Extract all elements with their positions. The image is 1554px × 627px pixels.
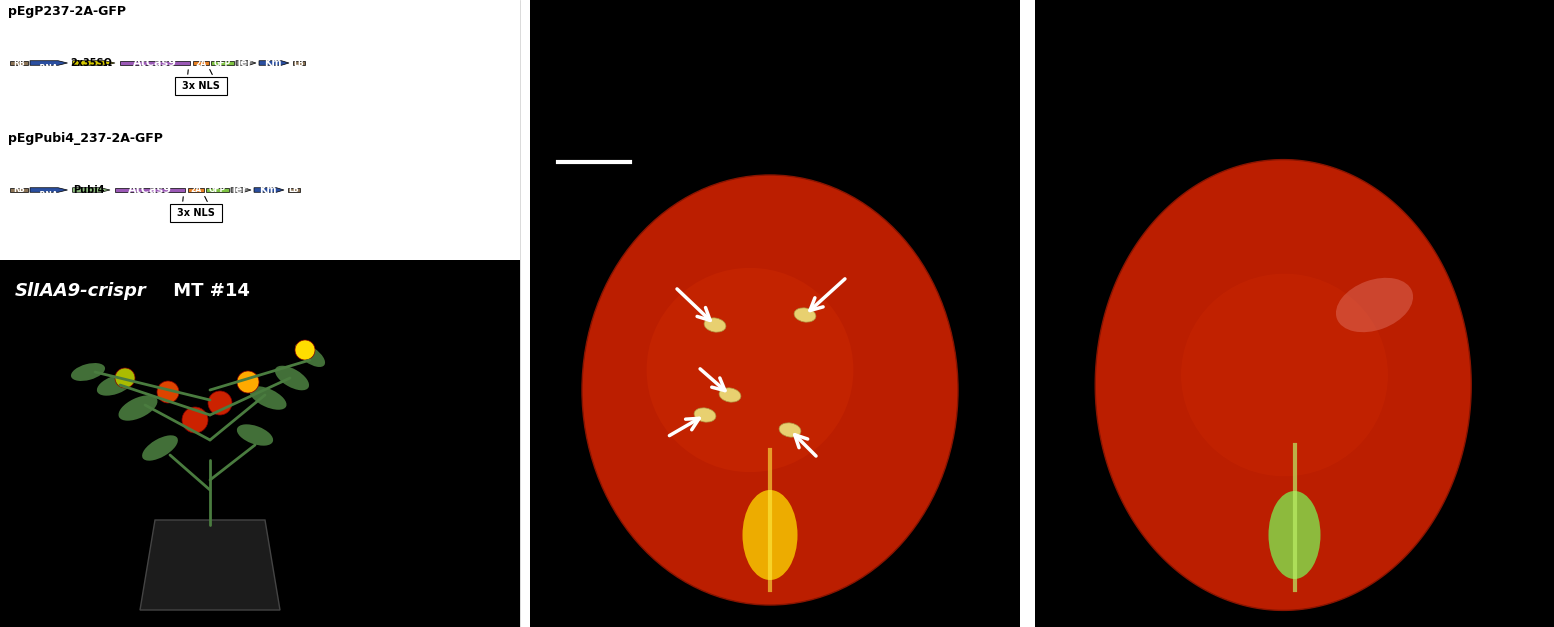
Circle shape bbox=[157, 381, 179, 403]
Text: WT (VC) MT: WT (VC) MT bbox=[684, 38, 866, 66]
Bar bbox=[174, 77, 227, 95]
Text: RB: RB bbox=[12, 58, 25, 68]
Bar bbox=[292, 61, 305, 65]
Ellipse shape bbox=[1336, 278, 1413, 332]
Text: MT: MT bbox=[1312, 58, 1374, 88]
Polygon shape bbox=[236, 61, 256, 65]
Text: LB: LB bbox=[289, 186, 298, 194]
Text: 2x35SΩ: 2x35SΩ bbox=[70, 58, 112, 68]
Bar bbox=[169, 204, 222, 222]
Circle shape bbox=[182, 407, 208, 433]
Ellipse shape bbox=[118, 395, 157, 421]
Polygon shape bbox=[1096, 160, 1472, 611]
Text: AtCas9: AtCas9 bbox=[134, 58, 177, 68]
Ellipse shape bbox=[583, 175, 957, 605]
Text: MT #14: MT #14 bbox=[166, 282, 250, 300]
Bar bbox=[120, 61, 190, 65]
Text: RB: RB bbox=[12, 186, 25, 194]
Ellipse shape bbox=[141, 435, 177, 461]
Bar bbox=[115, 187, 185, 192]
Ellipse shape bbox=[1181, 274, 1388, 477]
Text: Km: Km bbox=[260, 185, 277, 195]
Bar bbox=[9, 188, 28, 192]
Ellipse shape bbox=[779, 423, 800, 437]
Bar bbox=[0, 260, 521, 627]
Text: U6-26
gRNA: U6-26 gRNA bbox=[34, 53, 59, 73]
Text: GFP: GFP bbox=[213, 58, 232, 68]
Text: Km: Km bbox=[264, 58, 281, 68]
Circle shape bbox=[115, 368, 135, 388]
Bar bbox=[9, 61, 28, 65]
Bar bbox=[530, 0, 1019, 627]
Ellipse shape bbox=[71, 363, 106, 381]
Circle shape bbox=[238, 371, 260, 393]
Bar bbox=[1035, 0, 1554, 627]
Ellipse shape bbox=[704, 318, 726, 332]
Bar bbox=[211, 61, 233, 65]
Ellipse shape bbox=[96, 374, 134, 396]
Ellipse shape bbox=[295, 343, 325, 367]
Ellipse shape bbox=[236, 424, 274, 446]
Text: 2A: 2A bbox=[194, 58, 207, 68]
Text: AtCas9: AtCas9 bbox=[127, 185, 172, 195]
Text: pEgP237-2A-GFP: pEgP237-2A-GFP bbox=[8, 5, 126, 18]
Ellipse shape bbox=[250, 386, 286, 410]
Text: 3x NLS: 3x NLS bbox=[182, 81, 219, 91]
Bar bbox=[287, 188, 300, 192]
Ellipse shape bbox=[720, 388, 741, 402]
Polygon shape bbox=[140, 520, 280, 610]
Polygon shape bbox=[232, 187, 252, 192]
Circle shape bbox=[295, 340, 315, 360]
Polygon shape bbox=[30, 187, 67, 192]
Text: LB: LB bbox=[294, 58, 305, 68]
Bar bbox=[207, 187, 228, 192]
Text: Ter: Ter bbox=[236, 58, 252, 68]
Text: SlIAA9: SlIAA9 bbox=[1239, 21, 1350, 50]
Ellipse shape bbox=[794, 308, 816, 322]
Polygon shape bbox=[73, 61, 115, 65]
Text: U6-26
gRNA: U6-26 gRNA bbox=[34, 181, 59, 200]
Polygon shape bbox=[253, 187, 284, 192]
Text: 2A: 2A bbox=[190, 186, 200, 194]
Text: GFP: GFP bbox=[208, 186, 225, 194]
Text: -crispr: -crispr bbox=[1211, 58, 1322, 88]
Text: SlIAA9-crispr: SlIAA9-crispr bbox=[16, 282, 146, 300]
Bar bbox=[188, 187, 204, 192]
Ellipse shape bbox=[1268, 491, 1321, 579]
Text: Ter: Ter bbox=[230, 185, 247, 195]
Polygon shape bbox=[73, 187, 110, 192]
Text: pEgPubi4_237-2A-GFP: pEgPubi4_237-2A-GFP bbox=[8, 132, 163, 145]
Ellipse shape bbox=[743, 490, 797, 580]
Ellipse shape bbox=[646, 268, 853, 472]
Text: 3x NLS: 3x NLS bbox=[177, 208, 214, 218]
Ellipse shape bbox=[695, 408, 716, 422]
Ellipse shape bbox=[275, 366, 309, 390]
Circle shape bbox=[208, 391, 232, 415]
Bar bbox=[193, 61, 208, 65]
Polygon shape bbox=[30, 61, 67, 65]
Polygon shape bbox=[260, 61, 289, 65]
Text: Pubi4: Pubi4 bbox=[73, 185, 106, 195]
